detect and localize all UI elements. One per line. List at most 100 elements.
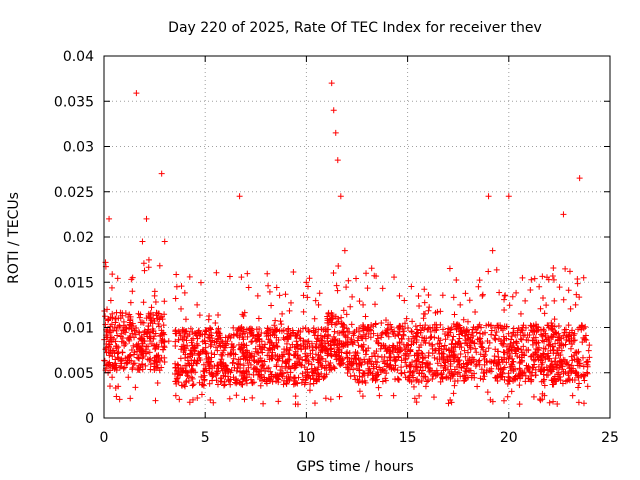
density-point [205, 334, 212, 341]
y-axis-label: ROTI / TECUs [6, 192, 22, 284]
density-point [379, 378, 386, 385]
density-point [190, 381, 197, 388]
density-point [355, 379, 362, 386]
density-point [314, 366, 321, 373]
density-point [410, 383, 417, 390]
density-point [582, 323, 589, 330]
density-point [581, 372, 588, 379]
density-point [540, 326, 547, 333]
density-point [311, 400, 318, 407]
density-point [421, 286, 428, 293]
density-point [495, 359, 502, 366]
density-point [478, 366, 485, 373]
density-point [273, 361, 280, 368]
density-point [493, 266, 500, 273]
density-point [395, 332, 402, 339]
density-point [333, 320, 340, 327]
density-point [564, 377, 571, 384]
density-point [575, 326, 582, 333]
density-point [420, 315, 427, 322]
density-point [267, 368, 274, 375]
data-point [378, 319, 385, 326]
density-point [228, 367, 235, 374]
density-point [119, 349, 126, 356]
density-point [344, 354, 351, 361]
density-point [413, 399, 420, 406]
density-point [461, 377, 468, 384]
density-point [353, 275, 360, 282]
data-point [194, 301, 201, 308]
density-point [338, 360, 345, 367]
density-point [512, 347, 519, 354]
density-point [305, 328, 312, 335]
density-point [226, 395, 233, 402]
density-point [286, 356, 293, 363]
density-point [416, 392, 423, 399]
density-point [421, 299, 428, 306]
density-point [385, 333, 392, 340]
density-point [114, 275, 121, 282]
density-point [219, 352, 226, 359]
density-point [295, 374, 302, 381]
density-point [152, 345, 159, 352]
density-point [283, 340, 290, 347]
density-point [327, 396, 334, 403]
density-point [372, 353, 379, 360]
y-tick-label: 0.035 [54, 94, 94, 110]
density-point [457, 350, 464, 357]
density-point [446, 353, 453, 360]
density-point [586, 354, 593, 361]
density-point [237, 361, 244, 368]
density-point [289, 341, 296, 348]
density-point [290, 375, 297, 382]
density-point [128, 326, 135, 333]
density-point [214, 381, 221, 388]
density-point [140, 299, 147, 306]
density-point [116, 364, 123, 371]
density-point [394, 375, 401, 382]
density-point [354, 337, 361, 344]
density-point [392, 356, 399, 363]
density-point [290, 352, 297, 359]
density-point [290, 381, 297, 388]
density-point [448, 399, 455, 406]
density-point [547, 363, 554, 370]
density-point [177, 332, 184, 339]
density-point [535, 324, 542, 331]
density-point [143, 315, 150, 322]
density-point [327, 350, 334, 357]
density-point [286, 376, 293, 383]
density-point [562, 369, 569, 376]
density-point [277, 318, 284, 325]
density-point [172, 330, 179, 337]
density-point [372, 377, 379, 384]
density-point [519, 358, 526, 365]
density-point [461, 347, 468, 354]
density-point [451, 357, 458, 364]
density-point [435, 347, 442, 354]
density-point [576, 380, 583, 387]
density-point [322, 395, 329, 402]
density-point [503, 359, 510, 366]
density-point [456, 331, 463, 338]
density-point [229, 360, 236, 367]
density-point [368, 265, 375, 272]
density-point [123, 360, 130, 367]
density-point [440, 355, 447, 362]
density-point [155, 343, 162, 350]
density-point [345, 277, 352, 284]
density-point [243, 374, 250, 381]
density-point [520, 343, 527, 350]
density-point [355, 360, 362, 367]
density-point [322, 326, 329, 333]
density-point [447, 375, 454, 382]
density-point [238, 274, 245, 281]
density-point [112, 338, 119, 345]
density-point [134, 348, 141, 355]
density-point [227, 334, 234, 341]
density-point [303, 279, 310, 286]
density-point [178, 382, 185, 389]
density-point [174, 375, 181, 382]
density-point [395, 376, 402, 383]
density-point [542, 345, 549, 352]
